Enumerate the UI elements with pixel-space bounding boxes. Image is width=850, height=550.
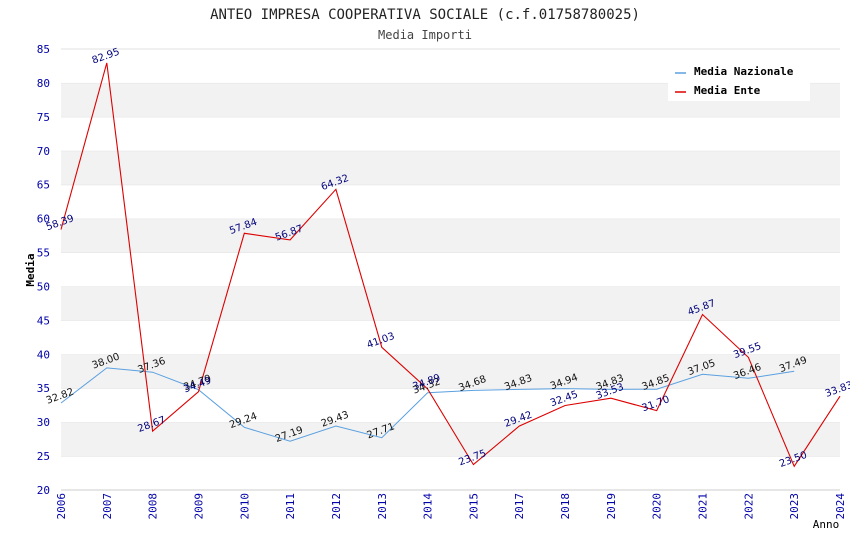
y-tick-label: 70	[37, 145, 50, 158]
series-line-media-ente	[60, 62, 841, 468]
series-line-media-nazionale	[60, 367, 795, 442]
x-tick-label: 2008	[147, 493, 160, 520]
y-tick-label: 85	[37, 43, 50, 56]
y-tick-label: 60	[37, 213, 50, 226]
grid-band	[61, 218, 840, 253]
y-tick-label: 75	[37, 111, 50, 124]
grid-band	[61, 252, 840, 287]
y-tick-label: 30	[37, 416, 50, 429]
x-tick-label: 2024	[834, 493, 847, 520]
y-tick-label: 55	[37, 247, 50, 260]
y-tick-label: 35	[37, 382, 50, 395]
y-tick-label: 80	[37, 77, 50, 90]
x-tick-label: 2017	[513, 493, 526, 520]
x-tick-label: 2019	[605, 493, 618, 520]
x-tick-label: 2020	[651, 493, 664, 520]
legend-label-media-nazionale: Media Nazionale	[694, 65, 794, 78]
grid-band	[61, 150, 840, 185]
x-tick-label: 2012	[330, 493, 343, 520]
grid-band	[61, 116, 840, 151]
grid-band	[61, 388, 840, 423]
y-axis-label: Media	[24, 253, 37, 286]
grid-band	[61, 456, 840, 490]
legend-label-media-ente: Media Ente	[694, 84, 761, 97]
x-tick-label: 2011	[284, 493, 297, 520]
x-axis-label: Anno	[813, 518, 840, 531]
grid-band	[61, 354, 840, 389]
y-axis-ticks: 20 25 30 35 40 45 50 55 60 65 70 75 80 85	[37, 43, 50, 497]
y-tick-label: 40	[37, 348, 50, 361]
y-tick-label: 45	[37, 314, 50, 327]
x-tick-label: 2013	[376, 493, 389, 520]
x-tick-label: 2014	[422, 493, 435, 520]
x-tick-label: 2007	[101, 493, 114, 520]
grid-band	[61, 286, 840, 321]
y-tick-label: 50	[37, 280, 50, 293]
x-tick-label: 2010	[238, 493, 251, 520]
grid-band	[61, 320, 840, 355]
y-tick-label: 20	[37, 484, 50, 497]
grid-band	[61, 184, 840, 219]
x-axis-ticks: 2006 2007 2008 2009 2010 2011 2012 2013 2014 2015…	[55, 493, 847, 520]
x-tick-label: 2023	[788, 493, 801, 520]
grid-bands	[61, 48, 840, 490]
x-tick-label: 2015	[467, 493, 480, 520]
chart-subtitle: Media Importi	[378, 28, 472, 42]
x-tick-label: 2022	[742, 493, 755, 520]
x-tick-label: 2009	[192, 493, 205, 520]
legend: Media Nazionale Media Ente	[668, 60, 810, 101]
legend-box	[668, 60, 810, 101]
x-tick-label: 2021	[697, 493, 710, 520]
y-tick-label: 65	[37, 179, 50, 192]
x-tick-label: 2018	[559, 493, 572, 520]
series-lines	[60, 62, 841, 468]
x-tick-label: 2006	[55, 493, 68, 520]
chart-title: ANTEO IMPRESA COOPERATIVA SOCIALE (c.f.0…	[210, 7, 640, 23]
y-tick-label: 25	[37, 450, 50, 463]
